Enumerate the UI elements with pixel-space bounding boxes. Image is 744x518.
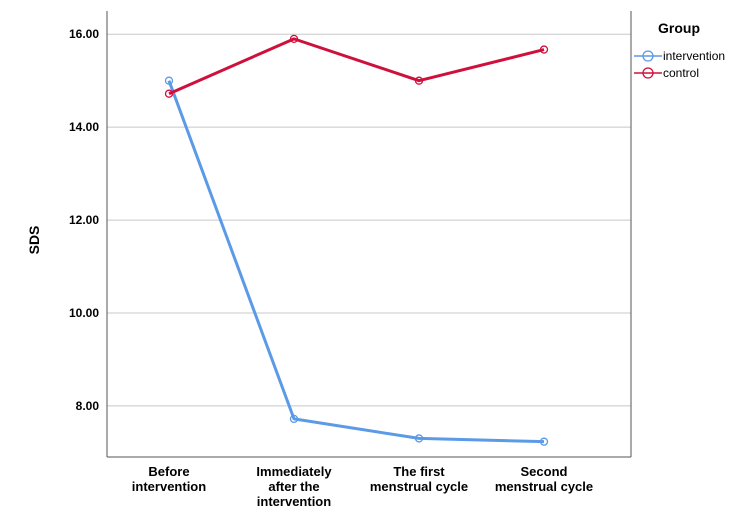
y-tick-label: 16.00 xyxy=(69,27,99,41)
series-intervention xyxy=(164,76,549,446)
legend-item-intervention: intervention xyxy=(634,49,725,63)
x-category-label: Second menstrual cycle xyxy=(495,464,593,494)
legend-marker xyxy=(642,67,654,79)
series-lines xyxy=(164,34,549,446)
series-line xyxy=(167,80,545,444)
x-category-label: Immediately after the intervention xyxy=(256,464,332,509)
x-category-label: Before intervention xyxy=(132,464,206,494)
y-tick-label: 12.00 xyxy=(69,213,99,227)
series-control xyxy=(164,34,549,98)
y-tick-label: 10.00 xyxy=(69,306,99,320)
legend-label: intervention xyxy=(663,49,725,63)
y-tick-labels: 8.00 10.00 12.00 14.00 16.00 xyxy=(69,27,99,413)
legend-title: Group xyxy=(658,20,700,36)
y-axis-title: SDS xyxy=(26,226,42,255)
axes xyxy=(106,11,632,458)
legend: Group intervention control xyxy=(634,20,725,80)
data-point xyxy=(289,414,299,424)
data-point xyxy=(414,434,424,443)
legend-marker xyxy=(642,50,654,62)
data-point xyxy=(414,76,424,85)
y-tick-label: 14.00 xyxy=(69,120,99,134)
x-category-label: The first menstrual cycle xyxy=(370,464,468,494)
y-tick-label: 8.00 xyxy=(76,399,100,413)
data-point xyxy=(164,89,174,98)
legend-label: control xyxy=(663,66,699,80)
gridlines xyxy=(107,33,631,407)
series-line xyxy=(168,37,545,96)
data-point xyxy=(289,34,299,44)
data-point xyxy=(164,76,174,85)
x-category-labels: Before intervention Immediately after the in… xyxy=(132,464,593,509)
data-point xyxy=(539,45,549,54)
data-point xyxy=(539,437,549,446)
legend-item-control: control xyxy=(634,66,699,80)
